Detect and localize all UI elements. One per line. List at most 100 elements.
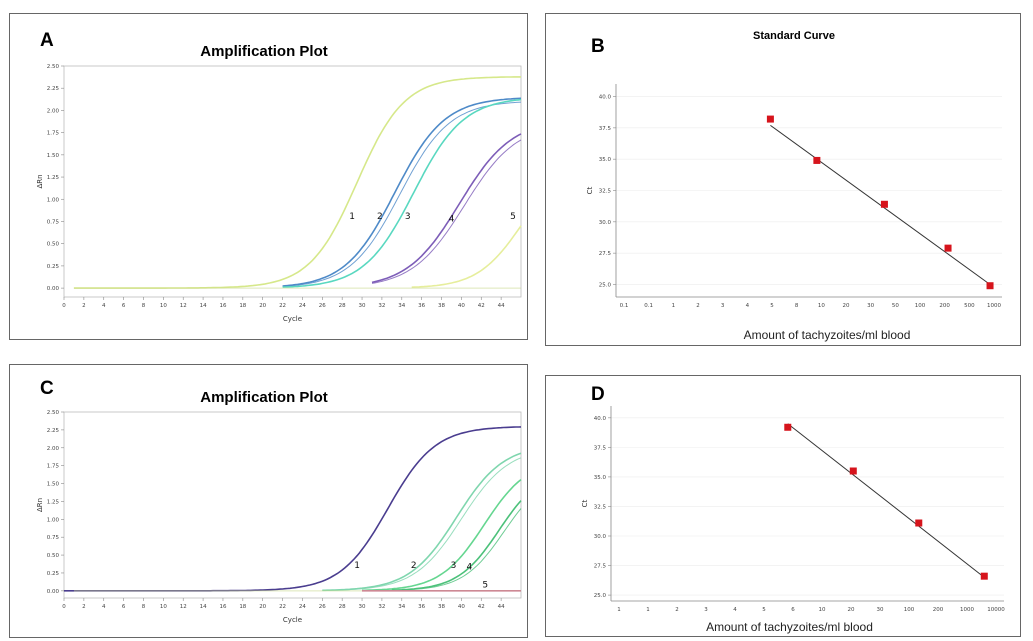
x-tick-label: 10 xyxy=(160,303,167,309)
x-tick-label: 40 xyxy=(458,303,465,309)
y-tick-label: 2.50 xyxy=(47,410,60,416)
y-tick-label: 0.00 xyxy=(47,589,60,595)
x-tick-label: 10 xyxy=(819,607,826,613)
y-tick-label: 40.0 xyxy=(594,416,607,422)
x-tick-label: 12 xyxy=(180,303,187,309)
x-tick-label: 26 xyxy=(319,604,326,610)
x-tick-label: 200 xyxy=(933,607,944,613)
x-axis-label: Amount of tachyzoites/ml blood xyxy=(706,620,873,634)
y-tick-label: 2.25 xyxy=(47,86,60,92)
x-tick-label: 1 xyxy=(617,607,621,613)
x-tick-label: 0.1 xyxy=(644,303,653,309)
x-tick-label: 22 xyxy=(279,604,286,610)
y-tick-label: 1.75 xyxy=(47,464,60,470)
x-tick-label: 30 xyxy=(877,607,884,613)
x-tick-label: 20 xyxy=(259,303,266,309)
x-tick-label: 2 xyxy=(675,607,679,613)
x-tick-label: 36 xyxy=(418,303,425,309)
y-tick-label: 37.5 xyxy=(594,445,607,451)
series-label-3: 3 xyxy=(451,561,457,571)
x-tick-label: 4 xyxy=(733,607,737,613)
y-tick-label: 0.00 xyxy=(47,286,60,292)
y-tick-label: 0.25 xyxy=(47,264,60,270)
data-point-5 xyxy=(986,282,994,290)
series-line-replicate-2 xyxy=(322,457,522,591)
y-tick-label: 35.0 xyxy=(599,157,612,163)
x-tick-label: 5 xyxy=(762,607,766,613)
panel-d-standard-curve: D 25.0 27.5 30.0 32.5 35.0 37.5 40.0 1 1 2 3 4 5 6 10 2… xyxy=(545,375,1021,637)
chart-d-svg: D 25.027.530.032.535.037.540.01 1 2 3 4 5 6 10 2… xyxy=(581,384,1005,634)
data-point-1 xyxy=(766,115,774,123)
x-tick-label: 14 xyxy=(200,604,207,610)
x-tick-label: 4 xyxy=(102,604,106,610)
x-tick-label: 1 xyxy=(672,303,676,309)
x-tick-label: 30 xyxy=(359,604,366,610)
chart-c-svg: C Amplification Plot 0.00 0.25 0.50 0.75 1.0… xyxy=(36,378,522,624)
series-label-5: 5 xyxy=(482,580,488,590)
x-tick-label: 18 xyxy=(239,604,246,610)
y-tick-label: 1.50 xyxy=(47,482,60,488)
chart-title: Standard Curve xyxy=(753,30,835,42)
series-line-3 xyxy=(362,478,522,592)
y-tick-label: 35.0 xyxy=(594,475,607,481)
x-axis-label: Cycle xyxy=(283,616,302,624)
data-point-4 xyxy=(980,572,988,580)
y-tick-label: 1.00 xyxy=(47,197,60,203)
data-point-1 xyxy=(784,423,792,431)
panel-letter: D xyxy=(591,384,605,405)
x-tick-label: 30 xyxy=(359,303,366,309)
panel-a-amplification-plot: A Amplification Plot 0.00 0.25 0.50 0.75 1.0… xyxy=(9,13,528,340)
y-tick-label: 1.00 xyxy=(47,517,60,523)
y-tick-label: 2.00 xyxy=(47,108,60,114)
x-tick-label: 32 xyxy=(378,303,385,309)
series-line-3 xyxy=(282,98,522,288)
series-line-replicate-4 xyxy=(391,508,522,591)
series-label-1: 1 xyxy=(349,212,355,222)
x-tick-label: 20 xyxy=(259,604,266,610)
x-tick-label: 6 xyxy=(791,607,795,613)
x-tick-label: 28 xyxy=(339,604,346,610)
series-label-5: 5 xyxy=(510,212,516,222)
x-tick-label: 1000 xyxy=(960,607,974,613)
series-line-4 xyxy=(371,133,522,284)
regression-line xyxy=(787,423,985,578)
x-tick-label: 14 xyxy=(200,303,207,309)
series-line-5 xyxy=(411,225,522,288)
x-tick-label: 34 xyxy=(398,303,405,309)
x-tick-label: 0 xyxy=(62,303,66,309)
x-tick-label: 34 xyxy=(398,604,405,610)
data-point-2 xyxy=(813,156,821,164)
series-label-1: 1 xyxy=(354,561,360,571)
x-tick-label: 32 xyxy=(378,604,385,610)
series-label-4: 4 xyxy=(449,214,455,224)
x-tick-label: 5 xyxy=(770,303,774,309)
x-tick-label: 20 xyxy=(848,607,855,613)
x-tick-label: 10 xyxy=(160,604,167,610)
y-tick-label: 40.0 xyxy=(599,95,612,101)
x-tick-label: 10000 xyxy=(987,607,1005,613)
x-tick-label: 38 xyxy=(438,303,445,309)
x-tick-label: 16 xyxy=(219,604,226,610)
y-tick-label: 2.25 xyxy=(47,428,60,434)
x-tick-label: 2 xyxy=(696,303,700,309)
x-tick-label: 50 xyxy=(892,303,899,309)
x-tick-label: 16 xyxy=(219,303,226,309)
x-tick-label: 28 xyxy=(339,303,346,309)
x-tick-label: 10 xyxy=(818,303,825,309)
chart-a-svg: A Amplification Plot 0.00 0.25 0.50 0.75 1.0… xyxy=(36,30,522,323)
y-axis-label: Ct xyxy=(586,186,594,194)
x-tick-label: 8 xyxy=(142,604,146,610)
panel-letter: C xyxy=(40,378,54,399)
plot-area: 25.0 27.5 30.0 32.5 35.0 37.5 40.0 0.1 0.1 1 2 3 4 5 8… xyxy=(586,84,1002,342)
panel-letter: B xyxy=(591,36,605,57)
x-tick-label: 22 xyxy=(279,303,286,309)
x-tick-label: 3 xyxy=(704,607,708,613)
x-tick-label: 38 xyxy=(438,604,445,610)
x-tick-label: 42 xyxy=(478,604,485,610)
panel-letter: A xyxy=(40,30,54,51)
series-line-2 xyxy=(282,97,522,287)
data-point-2 xyxy=(849,467,857,475)
x-tick-label: 24 xyxy=(299,303,306,309)
series-label-2: 2 xyxy=(377,212,383,222)
data-point-3 xyxy=(915,519,923,527)
